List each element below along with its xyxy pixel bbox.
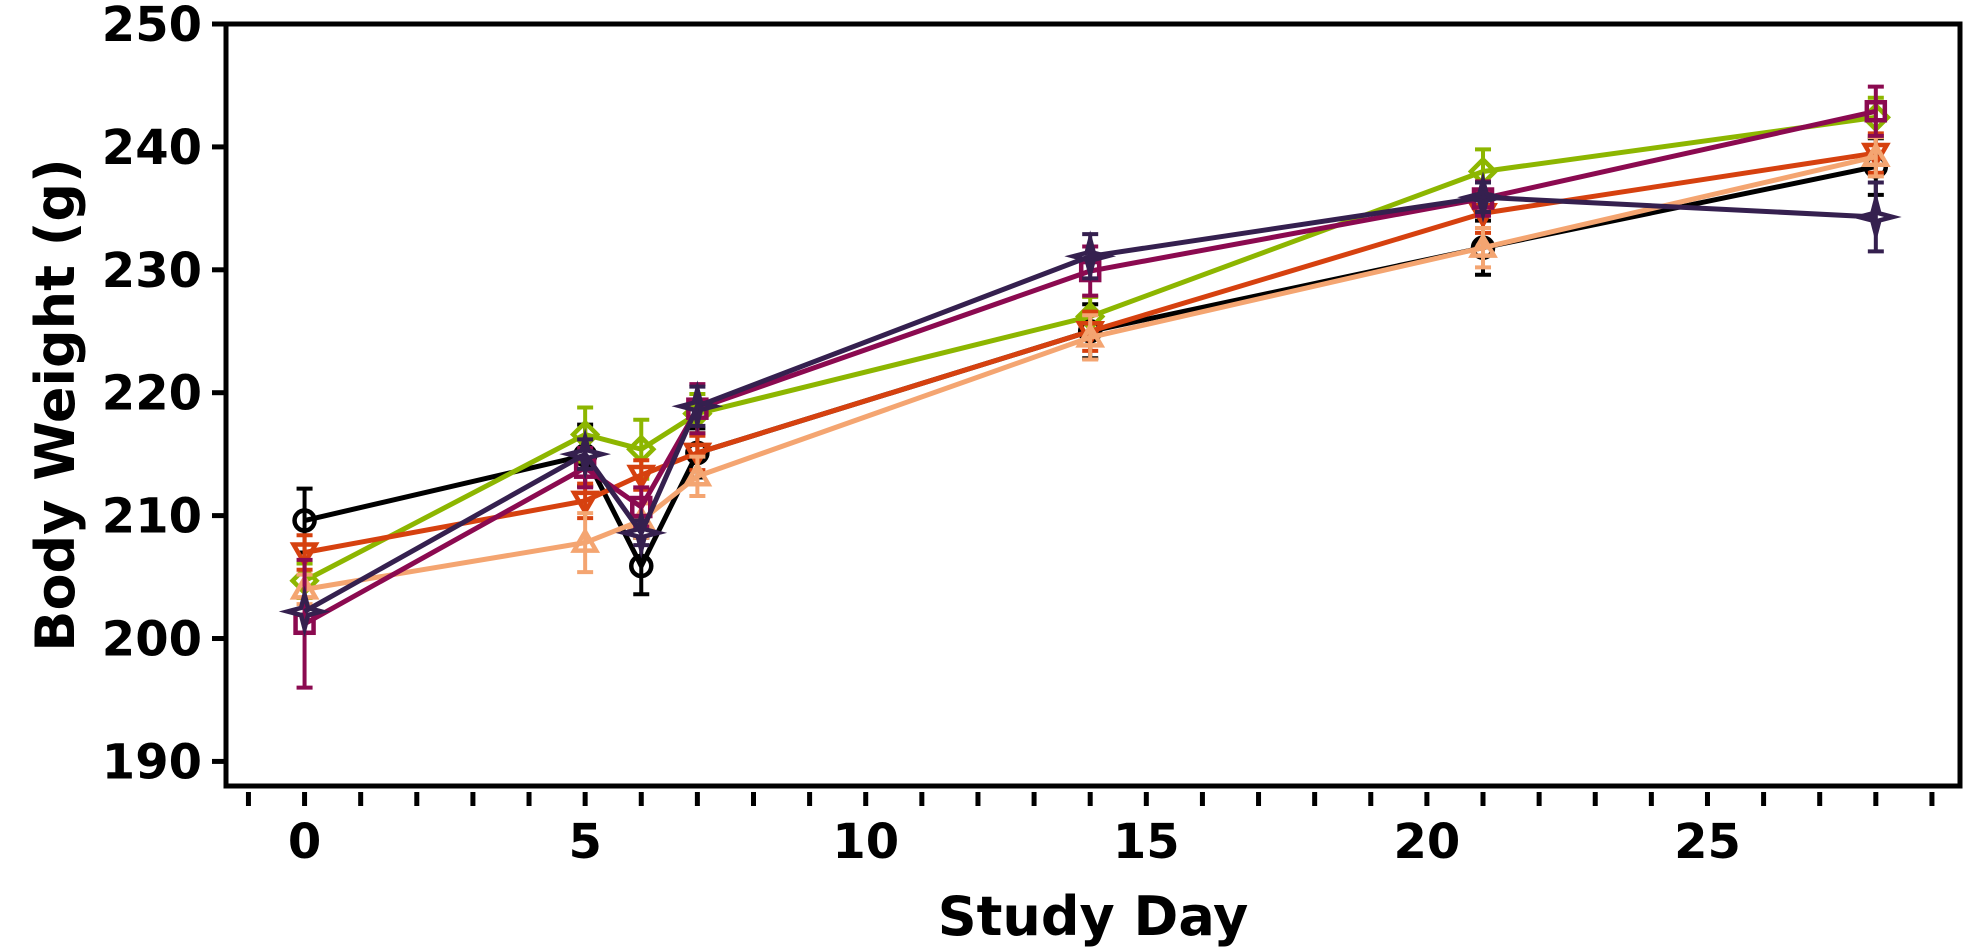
y-tick-label: 220 [102,366,202,422]
data-point [1457,171,1509,224]
data-point [1860,141,1891,167]
series-line [304,154,1877,592]
data-point [1849,191,1902,243]
data-point [278,585,331,638]
data-point [615,506,668,559]
data-point [1864,100,1888,123]
x-tick-label: 15 [1113,814,1180,870]
y-tick-label: 200 [102,612,202,668]
data-point [1064,230,1117,283]
y-axis-label: Body Weight (g) [24,158,87,651]
data-point [292,508,317,533]
data-point [671,380,724,433]
y-tick-label: 210 [102,489,202,545]
series-line [303,194,1876,614]
x-tick-label: 25 [1674,814,1741,870]
y-tick-label: 250 [102,0,202,53]
y-tick-label: 190 [102,734,202,790]
y-tick-label: 240 [102,120,202,176]
data-point [289,542,320,568]
x-axis-label: Study Day [938,885,1249,948]
series-layer [278,84,1902,690]
x-tick-label: 10 [832,814,899,870]
data-point [570,527,601,553]
series-3 [289,135,1891,607]
x-tick-label: 5 [568,814,601,870]
data-point [682,460,713,487]
data-point [559,428,612,481]
data-point [1468,232,1498,258]
x-axis: 0 5 10 15 20 25 [245,792,1935,870]
y-axis: 190 200 210 220 230 240 250 [102,0,226,790]
data-point [626,464,657,491]
series-5 [278,171,1902,638]
x-tick-label: 0 [288,814,321,870]
data-point [682,442,713,469]
plot-frame [223,21,1963,789]
data-point [570,490,601,517]
y-tick-label: 230 [102,243,202,299]
data-point [1075,321,1106,348]
x-tick-label: 20 [1393,814,1460,870]
